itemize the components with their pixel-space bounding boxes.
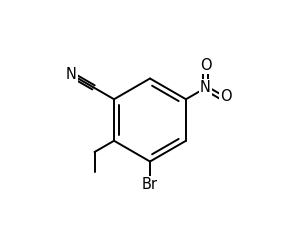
Text: N: N <box>200 80 211 96</box>
Text: N: N <box>66 67 77 82</box>
Text: O: O <box>220 89 232 104</box>
Text: O: O <box>200 58 211 73</box>
Text: Br: Br <box>142 177 158 192</box>
